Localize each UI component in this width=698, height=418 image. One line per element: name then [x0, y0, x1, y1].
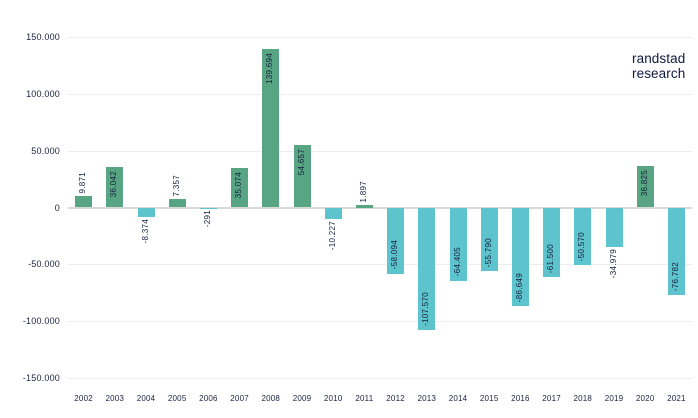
bar-label-2011: 1.897 [358, 180, 368, 203]
x-tick-2004: 2004 [136, 394, 156, 403]
x-tick-2011: 2011 [355, 394, 374, 403]
bar-2006 [199, 207, 217, 208]
bar-label-2013: -107.570 [421, 291, 431, 326]
x-tick-2021: 2021 [667, 394, 686, 403]
x-tick-2019: 2019 [604, 394, 624, 403]
y-tick-100.000: 100.000 [26, 88, 60, 99]
x-tick-2013: 2013 [417, 394, 437, 403]
plot-area: 9.871 36.042 -8.374 7.357 -291 35.074 139.694 5… [68, 37, 692, 379]
bar-label-2016: -86.649 [514, 272, 524, 302]
y-tick--100.000: -100.000 [22, 316, 60, 327]
x-tick-2007: 2007 [230, 394, 249, 403]
gridline-150.000 [68, 37, 692, 38]
x-tick-2006: 2006 [199, 394, 218, 403]
bar-label-2004: -8.374 [140, 219, 150, 244]
bar-label-2007: 35.074 [234, 171, 244, 198]
brand-line1: randstad [632, 51, 686, 66]
bar-2012 [387, 207, 405, 274]
bar-2020 [636, 165, 654, 208]
bar-label-2021: -76.782 [670, 261, 680, 291]
gridline-0 [68, 206, 692, 209]
bar-2017 [543, 207, 561, 278]
y-tick--50.000: -50.000 [28, 259, 60, 270]
gridline-50.000 [68, 150, 692, 152]
bar-2004 [137, 207, 155, 218]
x-tick-2010: 2010 [323, 394, 343, 403]
x-tick-2005: 2005 [167, 394, 187, 403]
y-tick-150.000: 150.000 [26, 32, 60, 42]
x-tick-2018: 2018 [573, 394, 593, 403]
x-tick-2012: 2012 [386, 394, 405, 403]
bar-2013 [418, 207, 436, 330]
x-tick-2016: 2016 [511, 394, 530, 403]
bar-label-2008: 139.694 [265, 52, 275, 84]
y-tick-50.000: 50.000 [31, 145, 60, 156]
bar-label-2009: 54.657 [296, 149, 306, 176]
gridline--150.000 [68, 378, 692, 379]
x-tick-2002: 2002 [74, 394, 93, 403]
x-tick-2017: 2017 [542, 394, 561, 403]
bar-label-2015: -55.790 [483, 237, 493, 267]
bar-label-2018: -50.570 [577, 231, 587, 261]
bar-2009 [293, 145, 311, 208]
bar-2019 [605, 207, 623, 248]
bar-2021 [667, 207, 685, 295]
gridline--50.000 [68, 264, 692, 266]
bar-2011 [355, 205, 373, 208]
y-tick--150.000: -150.000 [22, 373, 60, 383]
bar-2008 [262, 48, 280, 208]
bar-2007 [231, 167, 249, 208]
bar-2003 [106, 166, 124, 208]
bar-2005 [168, 199, 186, 208]
x-tick-2008: 2008 [261, 394, 281, 403]
bar-2015 [480, 207, 498, 271]
bar-label-2020: 36.825 [639, 169, 649, 196]
bar-2010 [324, 207, 342, 220]
bar-label-2012: -58.094 [390, 240, 400, 270]
x-tick-2003: 2003 [105, 394, 125, 403]
bar-label-2003: 36.042 [109, 170, 119, 197]
brand-logo: randstad research [632, 51, 685, 81]
x-tick-2014: 2014 [448, 394, 468, 403]
bar-2016 [511, 207, 529, 306]
bar-label-2005: 7.357 [171, 174, 181, 197]
bar-label-2002: 9.871 [78, 171, 88, 194]
bar-label-2010: -10.227 [327, 221, 337, 251]
bar-label-2006: -291 [202, 209, 212, 228]
gridline-100.000 [68, 93, 692, 95]
x-tick-2009: 2009 [292, 394, 312, 403]
bar-label-2019: -34.979 [608, 249, 618, 279]
bar-label-2017: -61.500 [546, 244, 556, 274]
brand-line2: research [632, 66, 686, 81]
x-tick-2015: 2015 [479, 394, 499, 403]
gridline--100.000 [68, 321, 692, 323]
bar-2018 [574, 207, 592, 265]
bar-label-2014: -64.405 [452, 247, 462, 277]
y-tick-0: 0 [54, 202, 60, 213]
bar-2014 [449, 207, 467, 281]
x-tick-2020: 2020 [635, 394, 655, 403]
bar-2002 [75, 196, 93, 208]
